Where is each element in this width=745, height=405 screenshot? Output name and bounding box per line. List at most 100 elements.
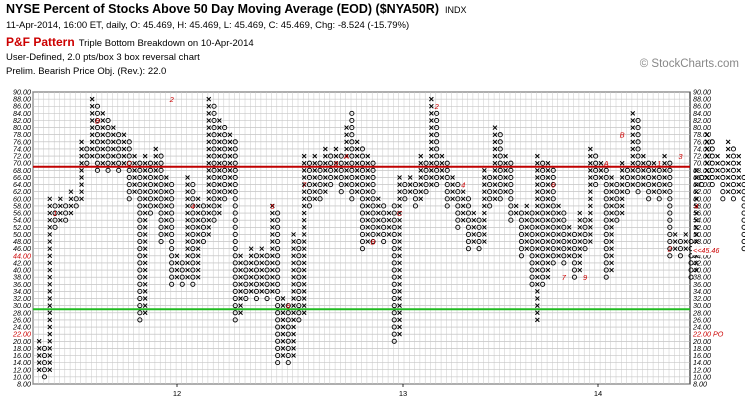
o-box — [391, 295, 397, 302]
x-box — [693, 239, 699, 244]
y-tick-label-left: 20.00 — [12, 337, 31, 346]
y-tick-label-left: 74.00 — [13, 144, 31, 153]
x-box — [312, 189, 318, 195]
x-box — [683, 239, 689, 244]
x-box — [301, 153, 307, 159]
o-box — [529, 274, 535, 280]
o-box — [232, 189, 238, 195]
o-box — [381, 239, 387, 245]
x-box — [195, 210, 201, 216]
o-box — [550, 231, 556, 237]
x-box — [577, 224, 583, 230]
month-marker: 6 — [286, 301, 291, 310]
x-box — [333, 167, 339, 173]
x-box — [89, 146, 95, 152]
x-box — [725, 182, 731, 187]
o-box — [391, 267, 397, 273]
o-box — [508, 196, 514, 202]
o-box — [412, 189, 419, 195]
o-box — [667, 246, 673, 252]
o-box — [285, 352, 291, 359]
o-box — [667, 253, 673, 259]
x-box — [503, 153, 508, 159]
x-box — [163, 217, 169, 223]
x-box — [142, 289, 148, 294]
o-box — [147, 167, 153, 173]
x-box — [460, 189, 466, 195]
x-box — [206, 160, 212, 166]
x-box — [301, 203, 307, 209]
x-box — [587, 182, 593, 187]
x-box — [736, 160, 742, 166]
o-box — [328, 160, 334, 166]
o-box — [137, 196, 143, 202]
o-box — [158, 210, 164, 216]
o-box — [296, 295, 302, 302]
x-box — [481, 217, 487, 223]
o-box — [137, 182, 143, 188]
o-box — [275, 338, 281, 344]
x-box — [534, 239, 540, 244]
x-box — [206, 217, 212, 223]
x-box — [280, 324, 286, 330]
x-box — [89, 139, 95, 145]
x-box — [619, 196, 625, 202]
x-box — [206, 132, 212, 138]
o-box — [370, 196, 376, 202]
o-box — [349, 167, 355, 173]
o-box — [253, 260, 260, 266]
x-box — [630, 111, 636, 116]
o-box — [232, 288, 238, 294]
o-box — [232, 267, 238, 273]
o-box — [402, 182, 408, 188]
o-box — [338, 174, 344, 181]
x-box — [397, 324, 402, 330]
o-box — [94, 132, 100, 138]
x-box — [693, 224, 699, 230]
price-label-bg — [7, 329, 31, 339]
y-tick-label-left: 78.00 — [13, 130, 31, 139]
x-box — [715, 153, 720, 159]
o-box — [603, 189, 609, 195]
o-box — [656, 196, 662, 202]
o-box — [423, 189, 429, 195]
o-box — [593, 153, 599, 159]
x-box — [248, 260, 254, 266]
x-box — [662, 160, 667, 166]
y-tick-label-right: 76.00 — [693, 137, 711, 146]
o-box — [264, 267, 270, 273]
x-box — [566, 239, 572, 244]
o-box — [349, 189, 355, 195]
x-box — [195, 232, 201, 237]
o-box — [667, 189, 673, 195]
o-box — [497, 139, 503, 145]
o-box — [444, 203, 450, 209]
o-box — [105, 167, 111, 173]
x-box — [630, 132, 636, 138]
o-box — [94, 117, 100, 124]
o-box — [190, 182, 196, 188]
x-box — [142, 224, 148, 230]
x-box — [36, 360, 42, 365]
x-box — [662, 175, 667, 180]
x-box — [238, 296, 243, 301]
x-box — [185, 217, 190, 223]
x-box — [715, 167, 720, 173]
o-box — [190, 189, 196, 195]
o-box — [434, 110, 440, 116]
o-box — [105, 132, 111, 138]
x-box — [693, 260, 699, 266]
y-tick-label-left: 10.00 — [13, 372, 31, 381]
x-box — [365, 217, 371, 223]
o-box — [593, 182, 599, 188]
o-box — [391, 260, 397, 266]
o-box — [720, 160, 726, 166]
x-box — [280, 346, 286, 351]
o-box — [667, 160, 673, 166]
o-box — [391, 331, 397, 337]
o-box — [147, 203, 153, 209]
x-box — [291, 232, 296, 237]
o-box — [190, 274, 196, 280]
x-box — [534, 167, 540, 173]
x-box — [185, 260, 190, 266]
